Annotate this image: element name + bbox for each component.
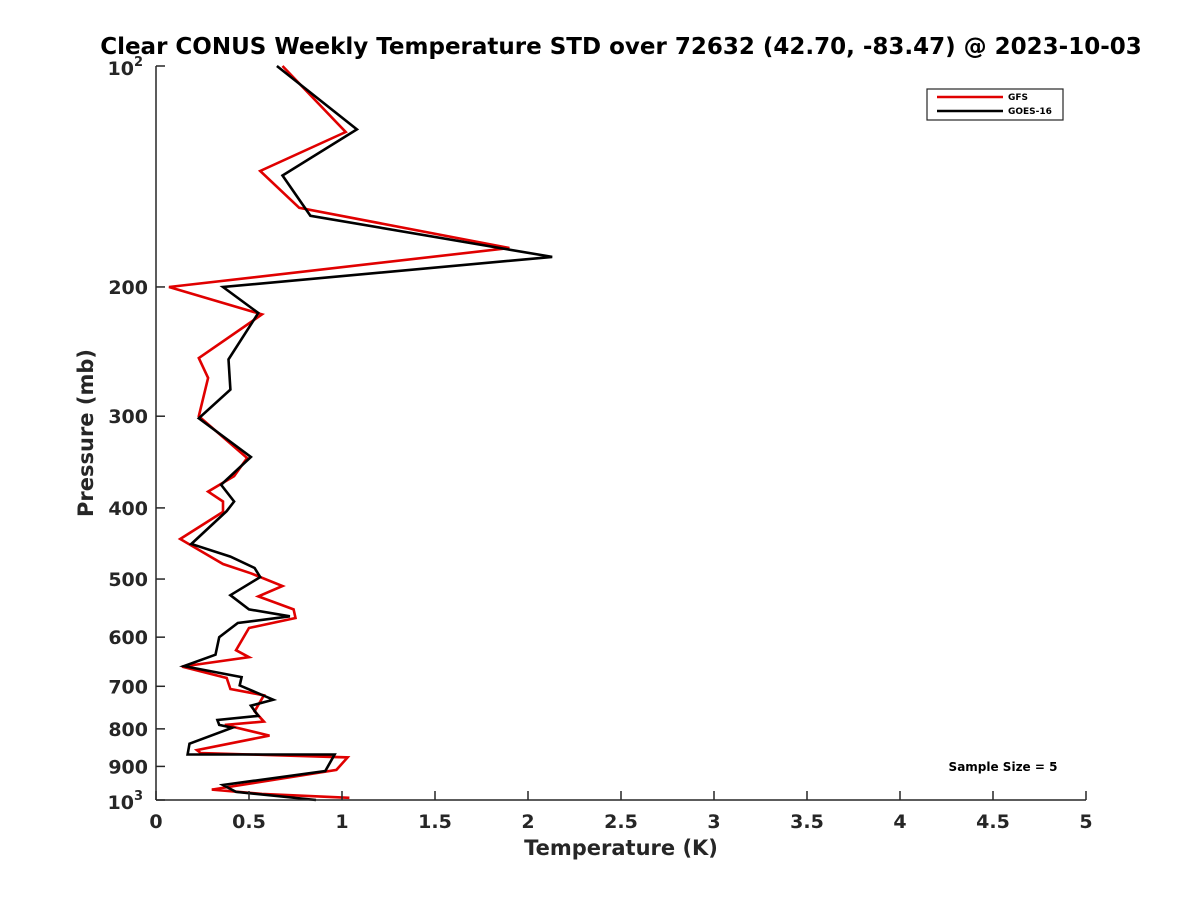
- y-tick-label: 200: [108, 277, 148, 299]
- x-tick-label: 2.5: [604, 811, 638, 833]
- x-tick-label: 4.5: [976, 811, 1010, 833]
- sample-size-annotation: Sample Size = 5: [949, 760, 1058, 774]
- x-tick-label: 4: [893, 811, 906, 833]
- y-tick-label: 700: [108, 676, 148, 698]
- y-tick-label: 600: [108, 627, 148, 649]
- x-tick-label: 1.5: [418, 811, 452, 833]
- legend-label-gfs: GFS: [1008, 93, 1028, 103]
- x-ticks: 0 0.5 1 1.5 2 2.5 3 3.5 4 4.5 5: [149, 791, 1093, 833]
- y-tick-label: 800: [108, 719, 148, 741]
- y-tick-label: 900: [108, 756, 148, 778]
- y-tick-label: 102: [108, 55, 144, 80]
- x-tick-label: 0.5: [232, 811, 266, 833]
- plot-lines: [168, 64, 553, 802]
- y-tick-label: 300: [108, 406, 148, 428]
- y-axis-label: Pressure (mb): [74, 349, 98, 517]
- legend-box: [926, 88, 1064, 121]
- series-line-gfs: [168, 65, 510, 800]
- x-tick-label: 1: [335, 811, 348, 833]
- legend-label-goes16: GOES-16: [1008, 107, 1052, 117]
- x-tick-label: 3: [707, 811, 720, 833]
- x-tick-label: 3.5: [790, 811, 824, 833]
- y-ticks: 102 200 300 400 500 600 700 800 900 103: [108, 55, 165, 814]
- x-axis-label: Temperature (K): [524, 836, 718, 860]
- series-line-goes16: [178, 64, 553, 802]
- x-tick-label: 5: [1079, 811, 1092, 833]
- x-tick-label: 2: [521, 811, 534, 833]
- y-tick-label: 103: [108, 789, 144, 814]
- legend: GFS GOES-16: [926, 88, 1064, 121]
- y-tick-label: 400: [108, 498, 148, 520]
- chart-title: Clear CONUS Weekly Temperature STD over …: [100, 34, 1142, 60]
- y-tick-label: 500: [108, 569, 148, 591]
- x-tick-label: 0: [149, 811, 162, 833]
